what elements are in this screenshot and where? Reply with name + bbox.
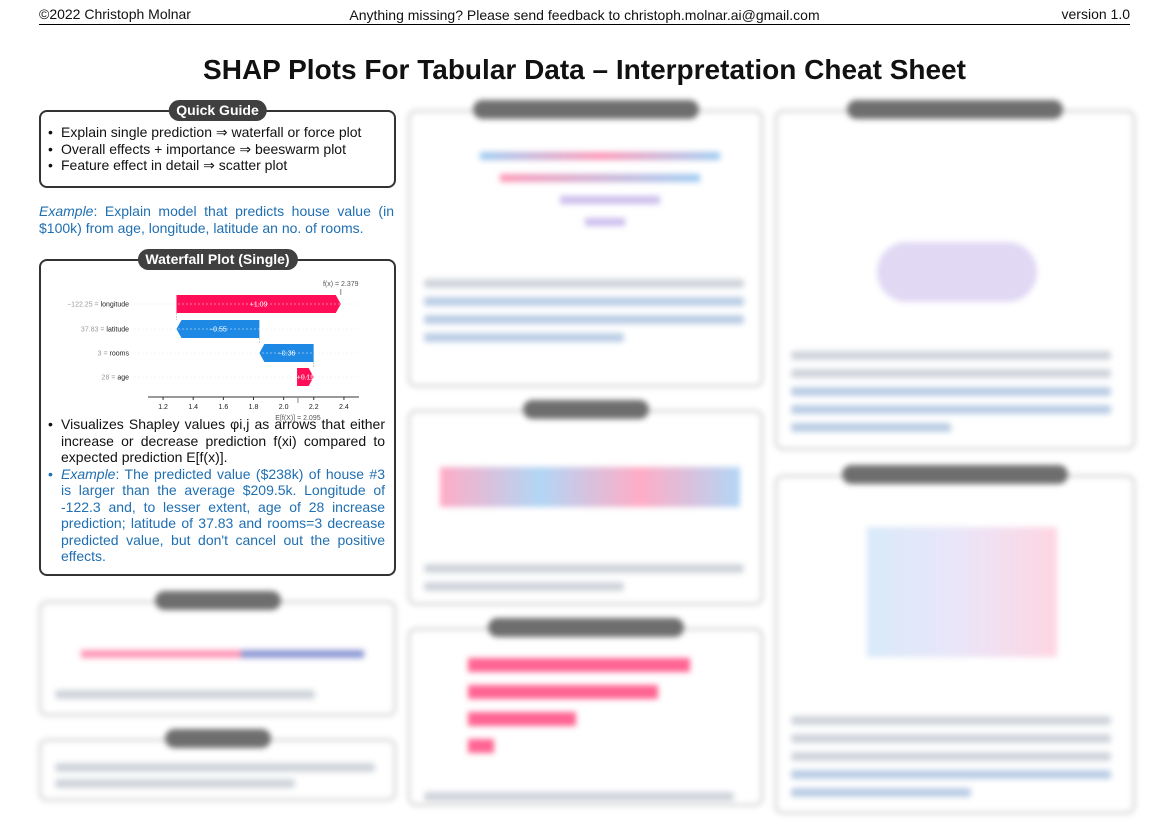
force-plot-stacked-box (408, 400, 763, 605)
copyright: ©2022 Christoph Molnar (39, 6, 191, 22)
category-label: 3 = rooms (98, 351, 130, 358)
quick-guide-item: Overall effects + importance ⇒ beeswarm … (43, 141, 394, 158)
feedback-note: Anything missing? Please send feedback t… (349, 7, 820, 23)
category-label: 28 = age (102, 375, 130, 382)
category-label: −122.25 = longitude (67, 302, 129, 309)
force-plot-box (39, 591, 396, 716)
waterfall-bullet-example: Example: The predicted value ($238k) of … (43, 466, 385, 565)
waterfall-example-label: Example (61, 465, 116, 482)
waterfall-example-text: : The predicted value ($238k) of house #… (61, 465, 385, 565)
force-plot-heading (154, 591, 281, 610)
quick-guide-item: Explain single prediction ⇒ waterfall or… (43, 124, 394, 141)
bar-plot-global-box (408, 618, 763, 806)
bar-value-label: −0.36 (278, 351, 296, 358)
waterfall-box: Waterfall Plot (Single) f(x) = 2.379 1.2 1… (39, 249, 396, 576)
waterfall-bullet-definition: Visualizes Shapley values φi,j as arrows… (43, 416, 385, 466)
waterfall-heading: Waterfall Plot (Single) (137, 249, 298, 270)
x-tick-label: 2.4 (339, 404, 349, 411)
scatter-plot-box (775, 100, 1135, 450)
force-plot-stacked-heading (522, 400, 649, 419)
scatter-plot-interaction-heading (842, 465, 1068, 484)
bar-plot-single-box (39, 729, 396, 801)
x-tick-label: 1.2 (158, 404, 168, 411)
bar-value-label: +1.09 (250, 302, 268, 309)
quick-guide-heading: Quick Guide (168, 100, 267, 121)
x-tick-label: 1.8 (249, 404, 259, 411)
bar-value-label: +0.11 (297, 375, 314, 382)
x-tick-label: 1.6 (218, 404, 228, 411)
example-label: Example (39, 203, 94, 219)
quick-guide-list: Explain single prediction ⇒ waterfall or… (41, 124, 394, 174)
page-title: SHAP Plots For Tabular Data – Interpreta… (203, 54, 966, 85)
example-text: : Explain model that predicts house valu… (39, 203, 394, 236)
x-tick-label: 1.4 (188, 404, 198, 411)
bar-value-label: −0.55 (209, 327, 227, 334)
waterfall-notes: Visualizes Shapley values φi,j as arrows… (43, 416, 385, 565)
bar-plot-single-heading (164, 729, 271, 748)
beeswarm-plot-heading (472, 100, 699, 119)
category-label: 37.83 = latitude (81, 327, 129, 334)
fx-label: f(x) = 2.379 (323, 281, 359, 288)
scatter-plot-interaction-box (775, 465, 1135, 814)
header-divider (39, 24, 1130, 25)
quick-guide-item: Feature effect in detail ⇒ scatter plot (43, 157, 394, 174)
bar-plot-global-heading (487, 618, 684, 637)
example-intro: Example: Explain model that predicts hou… (39, 203, 394, 237)
quick-guide-box: Quick Guide Explain single prediction ⇒ … (39, 100, 396, 188)
waterfall-bar (297, 368, 314, 386)
x-tick-label: 2.0 (279, 404, 289, 411)
waterfall-bar (176, 320, 260, 338)
beeswarm-plot-box (408, 100, 763, 387)
version-label: version 1.0 (1061, 6, 1130, 22)
x-tick-label: 2.2 (309, 404, 319, 411)
scatter-plot-heading (847, 100, 1063, 119)
